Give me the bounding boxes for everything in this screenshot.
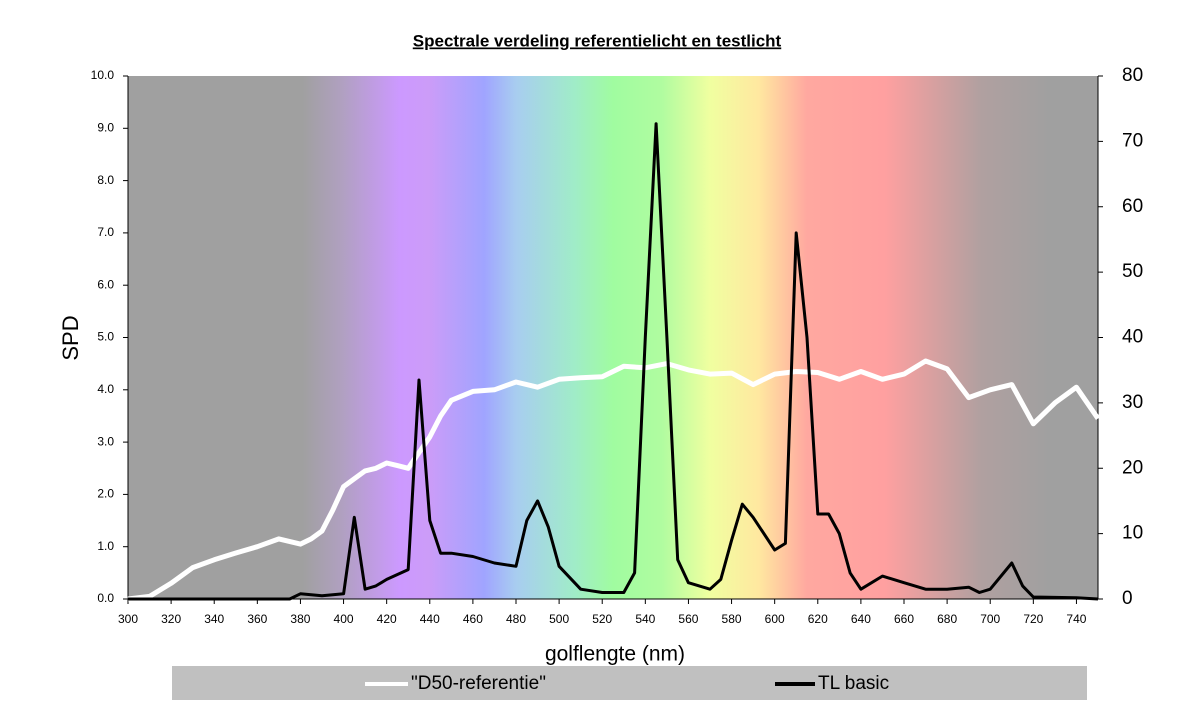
y2-tick-label: 40 [1122, 327, 1143, 348]
x-tick-label: 420 [377, 612, 397, 626]
x-tick-label: 620 [808, 612, 828, 626]
x-tick-label: 440 [420, 612, 440, 626]
x-tick-label: 660 [894, 612, 914, 626]
x-tick-label: 740 [1066, 612, 1086, 626]
x-tick-label: 500 [549, 612, 569, 626]
x-tick-label: 340 [204, 612, 224, 626]
x-tick-label: 600 [765, 612, 785, 626]
series-line [128, 122, 1099, 601]
chart-title: Spectrale verdeling referentielicht en t… [413, 31, 782, 50]
y2-tick-label: 0 [1122, 588, 1133, 609]
x-tick-label: 580 [722, 612, 742, 626]
y-tick-label: 2.0 [97, 487, 114, 501]
y-tick-label: 6.0 [97, 277, 114, 291]
x-axis-label: golflengte (nm) [545, 643, 685, 666]
x-tick-label: 720 [1023, 612, 1043, 626]
x-tick-label: 320 [161, 612, 181, 626]
y-tick-label: 8.0 [97, 173, 114, 187]
y2-tick-label: 80 [1122, 65, 1143, 86]
y2-tick-label: 10 [1122, 523, 1143, 544]
x-tick-label: 700 [980, 612, 1000, 626]
y-tick-label: 5.0 [97, 330, 114, 344]
y-tick-label: 3.0 [97, 434, 114, 448]
x-tick-label: 300 [118, 612, 138, 626]
x-tick-label: 540 [635, 612, 655, 626]
y-tick-label: 0.0 [97, 591, 114, 605]
y-tick-label: 1.0 [97, 539, 114, 553]
x-tick-label: 360 [247, 612, 267, 626]
x-tick-label: 680 [937, 612, 957, 626]
y2-tick-label: 20 [1122, 457, 1143, 478]
x-tick-label: 460 [463, 612, 483, 626]
y-tick-label: 10.0 [91, 68, 115, 82]
y2-tick-label: 70 [1122, 130, 1143, 151]
legend-box [172, 666, 1087, 700]
y2-tick-label: 50 [1122, 261, 1143, 282]
y-tick-label: 4.0 [97, 382, 114, 396]
y-tick-label: 9.0 [97, 120, 114, 134]
legend-label: "D50-referentie" [411, 673, 546, 694]
x-tick-label: 380 [290, 612, 310, 626]
x-tick-label: 560 [678, 612, 698, 626]
y-axis-label: SPD [58, 315, 83, 360]
y-tick-label: 7.0 [97, 225, 114, 239]
y2-tick-label: 30 [1122, 392, 1143, 413]
x-tick-label: 640 [851, 612, 871, 626]
x-tick-label: 520 [592, 612, 612, 626]
series-line [127, 358, 1101, 602]
x-tick-label: 400 [334, 612, 354, 626]
spectrum-background [128, 76, 1098, 599]
x-tick-label: 480 [506, 612, 526, 626]
y2-tick-label: 60 [1122, 196, 1143, 217]
legend-label: TL basic [818, 673, 889, 694]
